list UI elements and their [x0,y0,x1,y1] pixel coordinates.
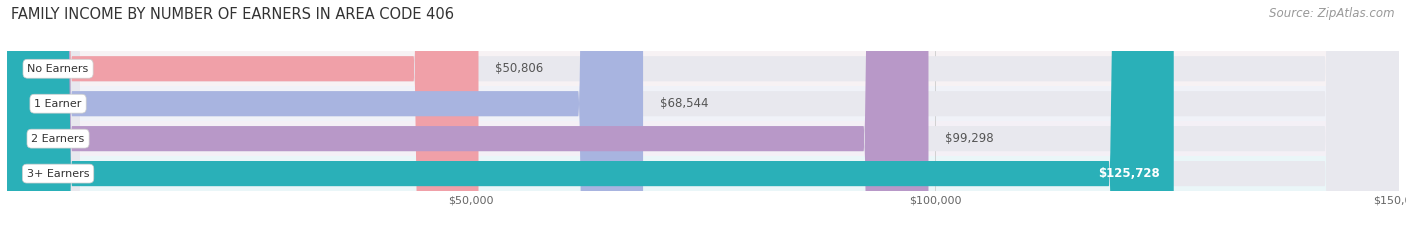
Bar [7,51,1399,86]
FancyBboxPatch shape [7,0,1399,233]
FancyBboxPatch shape [7,0,928,233]
Bar [7,121,1399,156]
Bar [7,156,1399,191]
FancyBboxPatch shape [7,0,1174,233]
FancyBboxPatch shape [7,0,1399,233]
Text: $68,544: $68,544 [659,97,709,110]
Bar [7,86,1399,121]
Text: $50,806: $50,806 [495,62,544,75]
Text: $125,728: $125,728 [1098,167,1160,180]
FancyBboxPatch shape [7,0,1399,233]
FancyBboxPatch shape [7,0,478,233]
FancyBboxPatch shape [7,0,643,233]
Text: FAMILY INCOME BY NUMBER OF EARNERS IN AREA CODE 406: FAMILY INCOME BY NUMBER OF EARNERS IN AR… [11,7,454,22]
Text: 3+ Earners: 3+ Earners [27,169,90,178]
Text: 1 Earner: 1 Earner [34,99,82,109]
Text: No Earners: No Earners [28,64,89,74]
Text: $99,298: $99,298 [945,132,994,145]
FancyBboxPatch shape [7,0,1399,233]
Text: 2 Earners: 2 Earners [31,134,84,144]
Text: Source: ZipAtlas.com: Source: ZipAtlas.com [1270,7,1395,20]
